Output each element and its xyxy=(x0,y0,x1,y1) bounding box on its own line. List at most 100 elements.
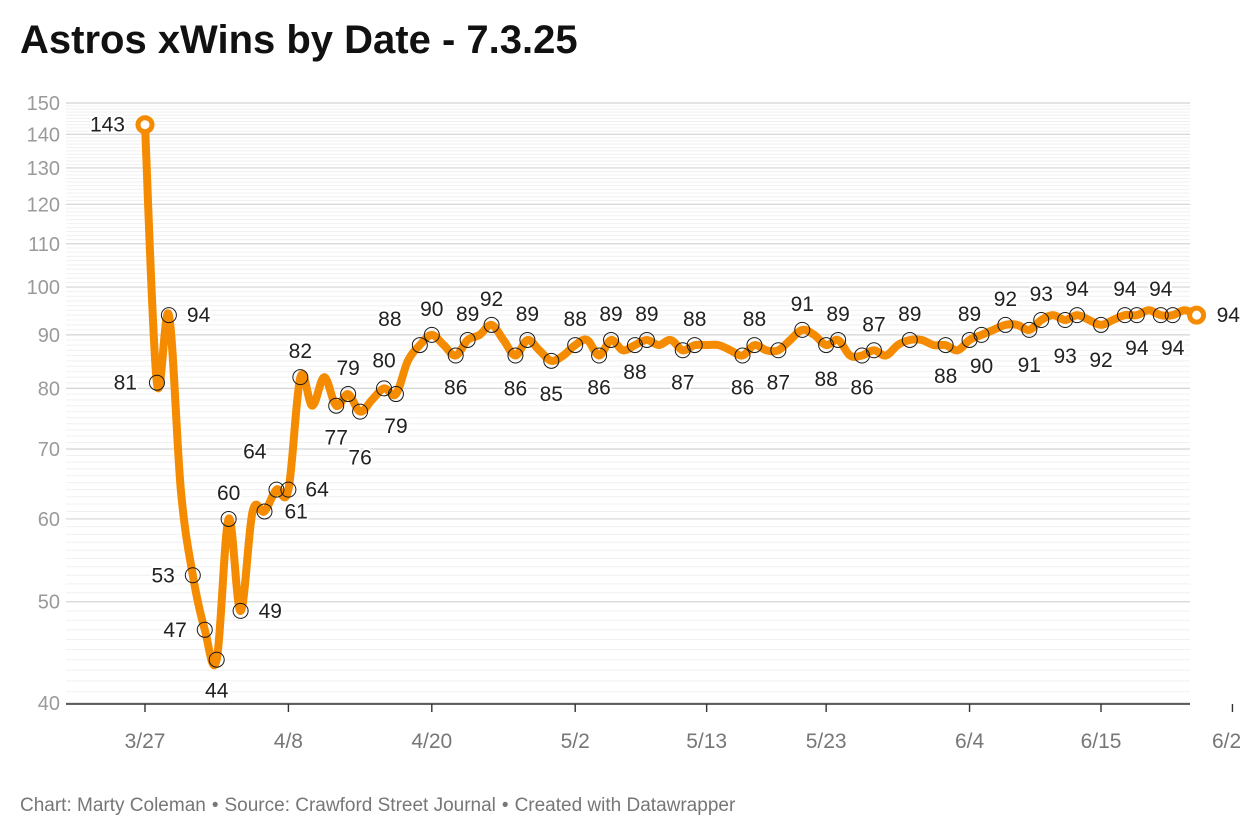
data-label: 88 xyxy=(814,368,837,391)
data-label: 79 xyxy=(336,357,359,380)
data-point-marker xyxy=(160,307,177,324)
y-axis-ticks: 40 50 60 70 80 90 100 110 120 130 140 150 xyxy=(27,93,60,715)
data-point-marker xyxy=(591,347,608,364)
data-label: 86 xyxy=(850,377,873,400)
data-point-marker xyxy=(973,326,990,343)
data-point-marker xyxy=(1116,307,1133,324)
data-point-marker xyxy=(507,347,524,364)
x-tick-label: 6/26 xyxy=(1212,730,1240,753)
data-label: 61 xyxy=(285,500,308,523)
data-label: 79 xyxy=(384,415,407,438)
data-label: 64 xyxy=(243,441,267,464)
data-label: 89 xyxy=(958,303,981,326)
data-point-marker xyxy=(340,386,357,403)
data-label: 90 xyxy=(970,355,993,378)
data-label: 94 xyxy=(1217,304,1240,327)
y-tick-label: 40 xyxy=(38,693,60,715)
x-tick-label: 5/23 xyxy=(806,730,847,753)
data-point-marker xyxy=(603,331,620,348)
y-tick-label: 70 xyxy=(38,439,60,461)
data-point-marker xyxy=(854,347,870,364)
data-point-markers xyxy=(148,307,1181,668)
footer-separator: • xyxy=(501,795,509,816)
data-label: 88 xyxy=(683,308,706,331)
data-label: 93 xyxy=(1053,345,1076,368)
data-point-marker xyxy=(268,481,285,498)
data-point-marker xyxy=(770,342,787,359)
data-label: 87 xyxy=(767,371,790,394)
y-tick-label: 80 xyxy=(38,378,60,400)
data-label: 87 xyxy=(862,313,885,336)
data-label: 89 xyxy=(456,303,479,326)
data-point-marker xyxy=(232,602,249,619)
data-label: 89 xyxy=(826,303,849,326)
data-label: 77 xyxy=(325,427,348,450)
data-label: 86 xyxy=(444,377,467,400)
source-credit: Source: Crawford Street Journal xyxy=(224,795,496,816)
data-label: 82 xyxy=(289,340,312,363)
data-point-marker xyxy=(459,331,476,348)
x-tick-label: 4/20 xyxy=(411,730,452,753)
data-point-marker xyxy=(830,331,847,348)
data-point-marker xyxy=(1128,307,1145,324)
data-label: 94 xyxy=(1125,337,1149,360)
data-point-marker xyxy=(1152,307,1169,324)
data-label: 88 xyxy=(934,365,957,388)
data-point-marker xyxy=(328,397,345,414)
chart-credit: Chart: Marty Coleman xyxy=(20,795,206,816)
endpoint-marker xyxy=(135,115,155,135)
data-point-marker xyxy=(196,621,213,638)
data-label: 89 xyxy=(599,303,622,326)
data-label: 86 xyxy=(504,378,527,401)
data-label: 92 xyxy=(994,288,1017,311)
data-point-marker xyxy=(411,337,428,354)
x-tick-label: 6/4 xyxy=(955,730,985,753)
series-endpoints xyxy=(135,115,1207,325)
x-tick-label: 3/27 xyxy=(125,730,166,753)
y-tick-label: 60 xyxy=(38,509,60,531)
data-point-marker xyxy=(1069,307,1086,324)
data-label: 91 xyxy=(791,293,814,316)
data-label: 89 xyxy=(898,303,921,326)
data-label: 81 xyxy=(114,372,137,395)
series-line xyxy=(141,120,1201,670)
major-gridlines xyxy=(66,102,1190,704)
data-point-marker xyxy=(292,369,309,386)
data-label: 64 xyxy=(305,479,329,502)
data-label: 94 xyxy=(1113,278,1137,301)
data-label: 94 xyxy=(1149,278,1173,301)
data-point-marker xyxy=(1093,316,1109,333)
y-tick-label: 110 xyxy=(28,234,60,256)
data-point-marker xyxy=(208,651,225,668)
data-point-marker xyxy=(626,337,643,354)
data-point-marker xyxy=(674,342,691,359)
data-label: 60 xyxy=(217,482,240,505)
data-label: 93 xyxy=(1030,283,1053,306)
y-tick-label: 50 xyxy=(38,592,60,614)
data-point-marker xyxy=(638,331,655,348)
data-label: 90 xyxy=(420,298,443,321)
x-tick-label: 4/8 xyxy=(274,730,303,753)
y-tick-label: 90 xyxy=(38,325,60,347)
y-tick-label: 100 xyxy=(27,277,60,299)
data-point-marker xyxy=(997,316,1014,333)
x-tick-label: 6/15 xyxy=(1081,730,1122,753)
data-label: 89 xyxy=(635,303,658,326)
y-tick-label: 140 xyxy=(27,124,60,146)
y-tick-label: 120 xyxy=(27,194,60,216)
chart-title: Astros xWins by Date - 7.3.25 xyxy=(20,18,578,62)
data-point-marker xyxy=(937,337,954,354)
chart-footer: Chart: Marty Coleman • Source: Crawford St… xyxy=(20,795,735,817)
data-point-marker xyxy=(519,331,536,348)
data-point-marker xyxy=(280,481,297,498)
data-label: 94 xyxy=(1065,278,1089,301)
x-axis: 3/27 4/8 4/20 5/2 5/13 5/23 6/4 6/15 6/26 xyxy=(66,703,1240,753)
data-point-marker xyxy=(184,567,201,584)
data-label: 53 xyxy=(151,564,174,587)
data-label: 91 xyxy=(1018,354,1041,377)
data-label: 88 xyxy=(623,361,646,384)
data-point-marker xyxy=(686,337,703,354)
data-label: 92 xyxy=(480,288,503,311)
data-label: 87 xyxy=(671,371,694,394)
